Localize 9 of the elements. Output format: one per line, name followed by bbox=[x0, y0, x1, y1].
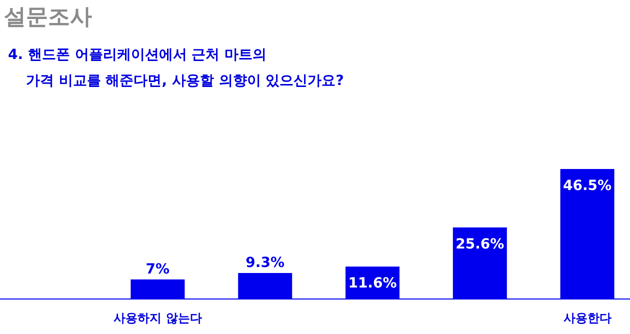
data-label: 7% bbox=[146, 261, 170, 278]
data-label: 9.3% bbox=[246, 255, 285, 271]
x-tick-label: 사용하지 않는다 bbox=[114, 311, 202, 325]
chart-subtitle: 4. 핸드폰 어플리케이션에서 근처 마트의 가격 비교를 해준다면, 사용할 의향이 있으신가요? bbox=[8, 46, 344, 91]
data-label: 25.6% bbox=[456, 236, 504, 252]
data-label: 46.5% bbox=[563, 178, 612, 194]
chart-title: 설문조사 bbox=[4, 4, 92, 32]
data-label: 11.6% bbox=[348, 276, 397, 292]
x-tick-label: 사용한다 bbox=[563, 311, 612, 325]
